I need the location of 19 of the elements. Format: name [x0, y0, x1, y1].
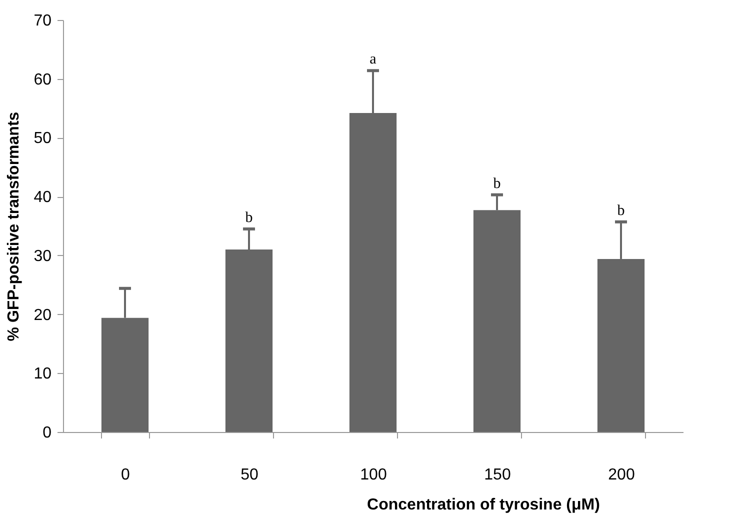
annotation: b: [617, 202, 625, 219]
y-tick-label: 10: [34, 366, 52, 383]
x-tick-label: 200: [608, 466, 635, 484]
x-tick-label: 150: [484, 466, 511, 484]
y-tick-label: 40: [34, 189, 52, 206]
y-tick-label: 20: [34, 306, 52, 324]
x-tick-label: 100: [360, 466, 387, 484]
y-tick-label: 60: [34, 71, 52, 88]
annotation: b: [245, 210, 253, 226]
x-tick-label: 0: [121, 466, 130, 484]
y-tick-label: 0: [42, 424, 52, 442]
y-tick-label: 30: [34, 248, 52, 265]
y-axis-title: % GFP-positive transformants: [6, 112, 23, 342]
annotation: a: [370, 52, 377, 68]
x-tick-label: 50: [240, 466, 258, 484]
y-tick-label: 50: [34, 130, 52, 148]
x-axis-title: Concentration of tyrosine (μM): [367, 496, 600, 514]
y-tick-label: 70: [34, 12, 52, 30]
annotation: b: [493, 176, 501, 192]
